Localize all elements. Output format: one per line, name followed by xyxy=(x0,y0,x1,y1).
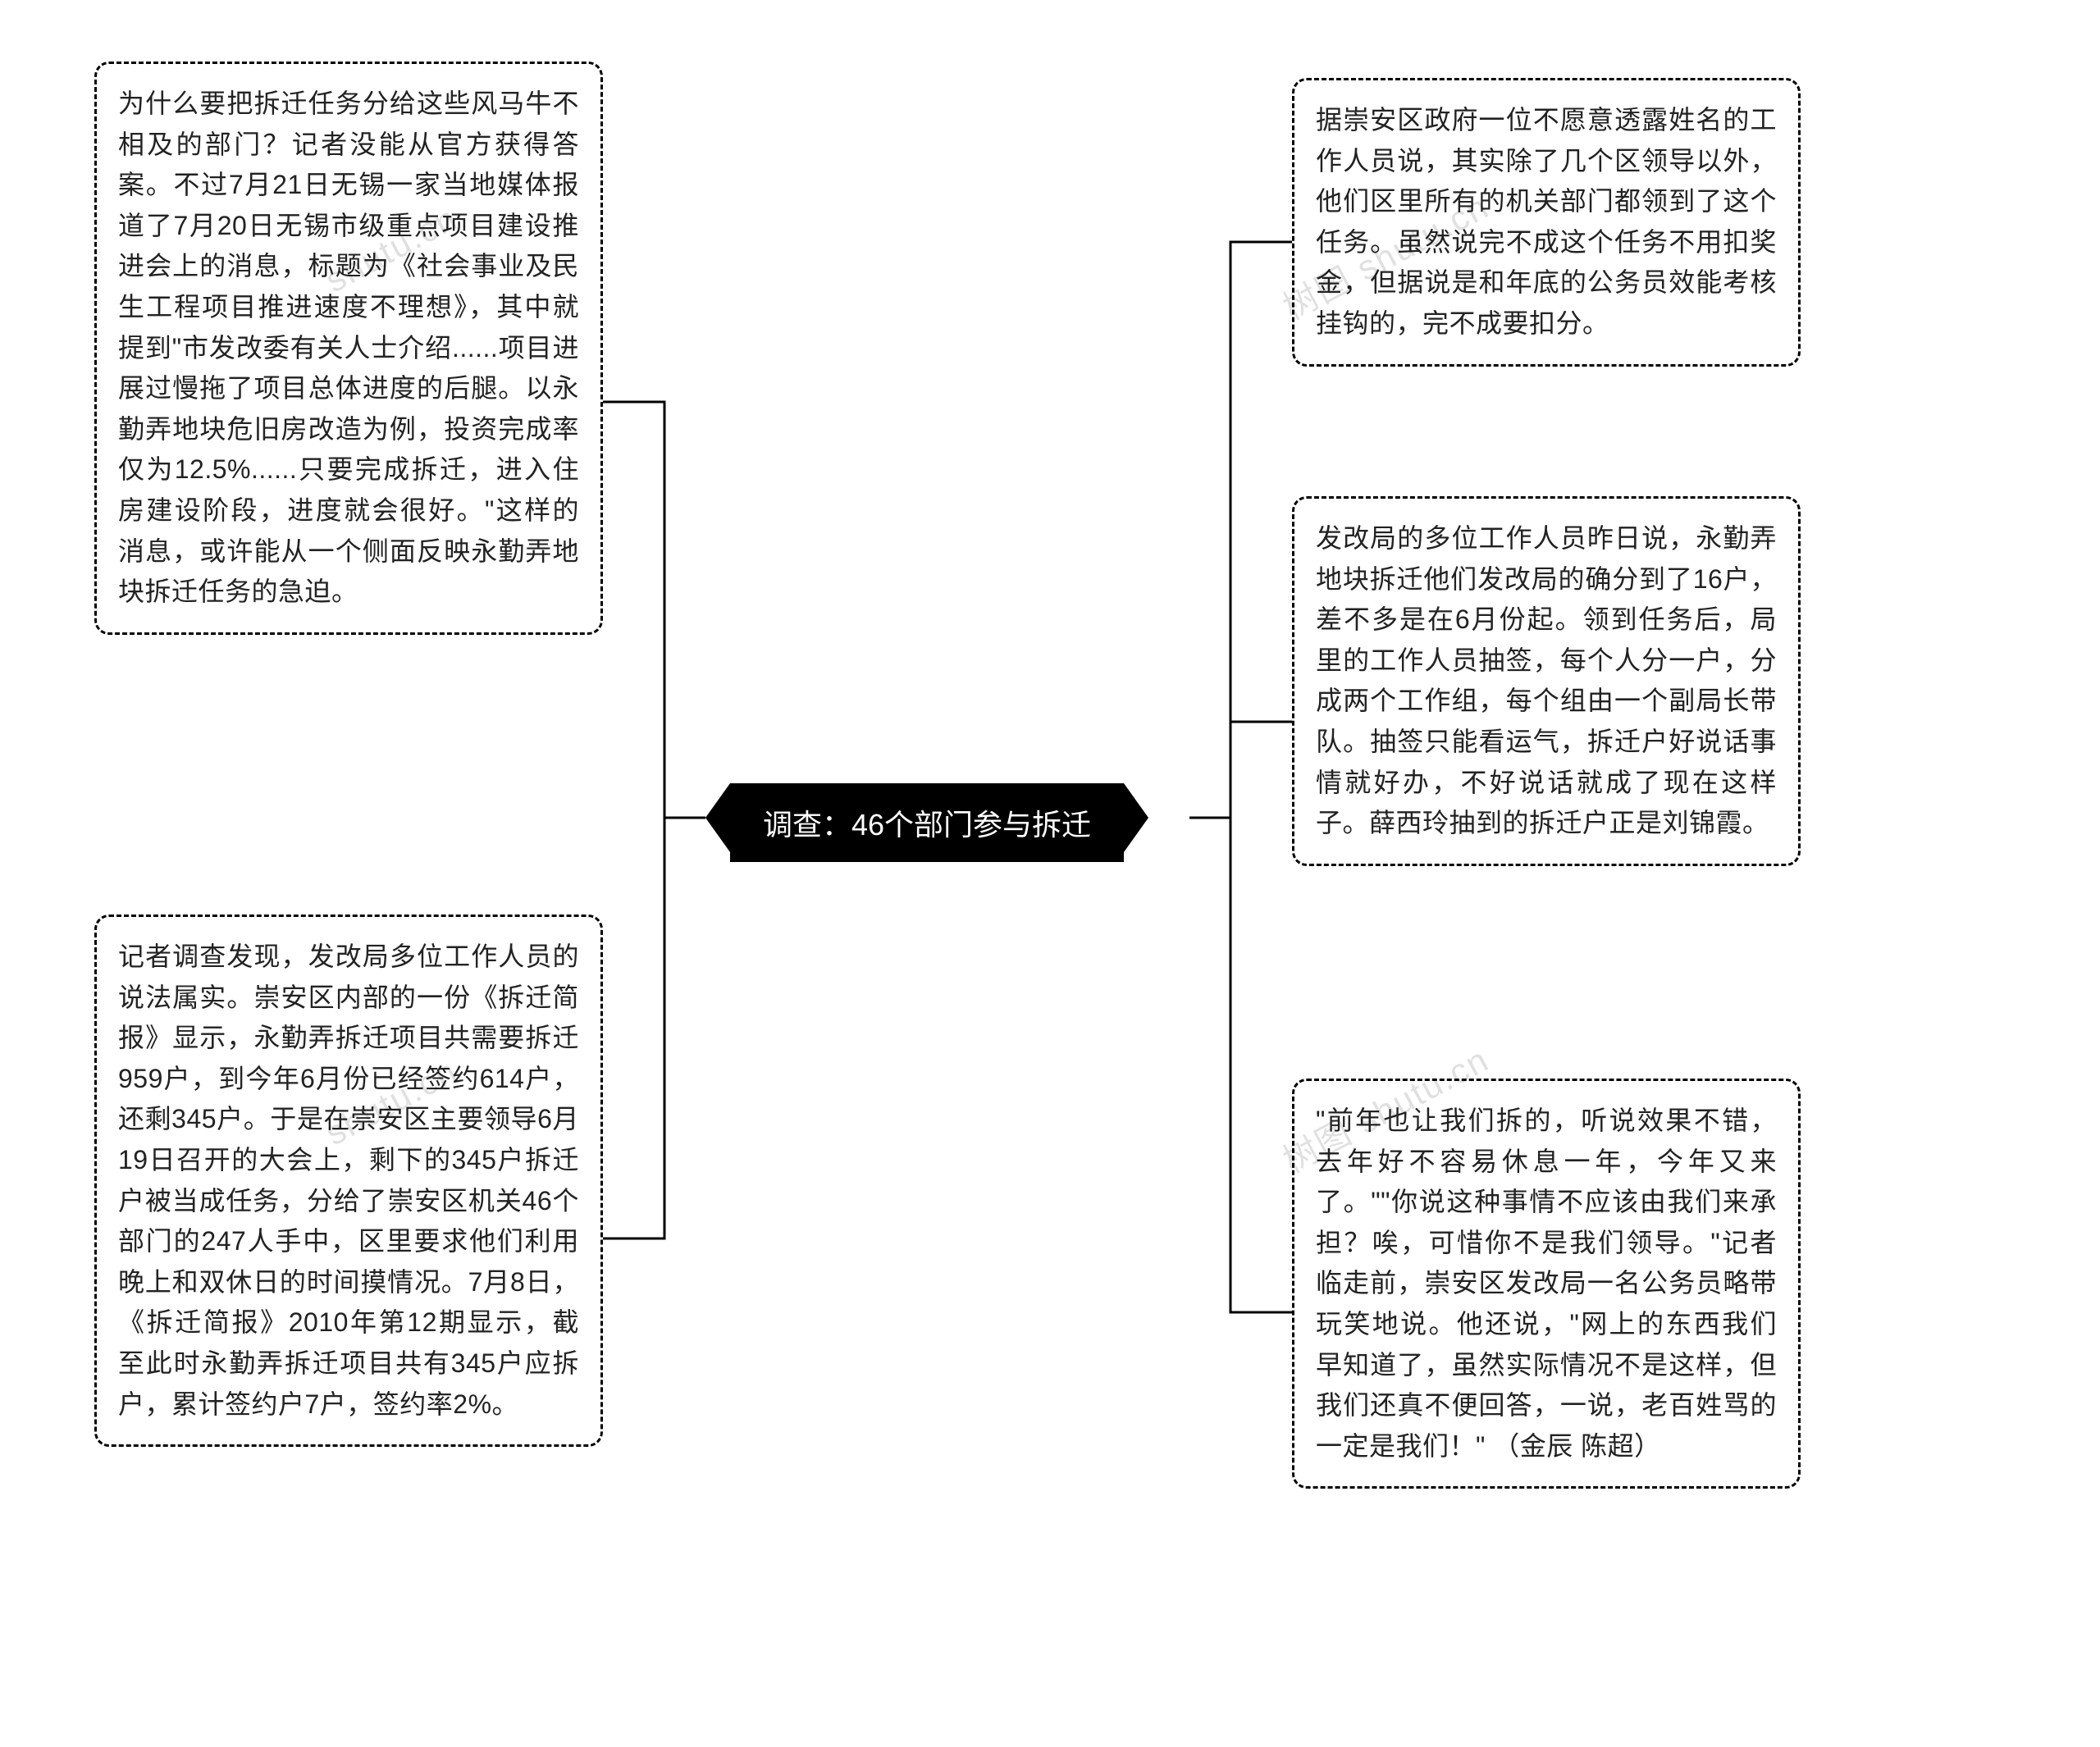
leaf-right-1: 据崇安区政府一位不愿意透露姓名的工作人员说，其实除了几个区领导以外，他们区里所有… xyxy=(1292,78,1801,367)
leaf-text: "前年也让我们拆的，听说效果不错，去年好不容易休息一年，今年又来了。""你说这种… xyxy=(1316,1106,1777,1461)
left-trunk xyxy=(603,402,705,1238)
mindmap-canvas: 调查：46个部门参与拆迁 为什么要把拆迁任务分给这些风马牛不相及的部门？记者没能… xyxy=(0,0,2100,1747)
center-label: 调查：46个部门参与拆迁 xyxy=(763,808,1091,842)
leaf-text: 发改局的多位工作人员昨日说，永勤弄地块拆迁他们发改局的确分到了16户，差不多是在… xyxy=(1316,523,1777,837)
leaf-right-3: "前年也让我们拆的，听说效果不错，去年好不容易休息一年，今年又来了。""你说这种… xyxy=(1292,1079,1801,1489)
right-trunk xyxy=(1189,242,1292,1312)
leaf-left-bottom: 记者调查发现，发改局多位工作人员的说法属实。崇安区内部的一份《拆迁简报》显示，永… xyxy=(94,915,603,1447)
leaf-text: 据崇安区政府一位不愿意透露姓名的工作人员说，其实除了几个区领导以外，他们区里所有… xyxy=(1316,105,1777,338)
leaf-left-top: 为什么要把拆迁任务分给这些风马牛不相及的部门？记者没能从官方获得答案。不过7月2… xyxy=(94,62,603,635)
leaf-text: 为什么要把拆迁任务分给这些风马牛不相及的部门？记者没能从官方获得答案。不过7月2… xyxy=(118,89,579,606)
leaf-right-2: 发改局的多位工作人员昨日说，永勤弄地块拆迁他们发改局的确分到了16户，差不多是在… xyxy=(1292,496,1801,866)
leaf-text: 记者调查发现，发改局多位工作人员的说法属实。崇安区内部的一份《拆迁简报》显示，永… xyxy=(118,942,579,1419)
center-node: 调查：46个部门参与拆迁 xyxy=(730,783,1124,862)
